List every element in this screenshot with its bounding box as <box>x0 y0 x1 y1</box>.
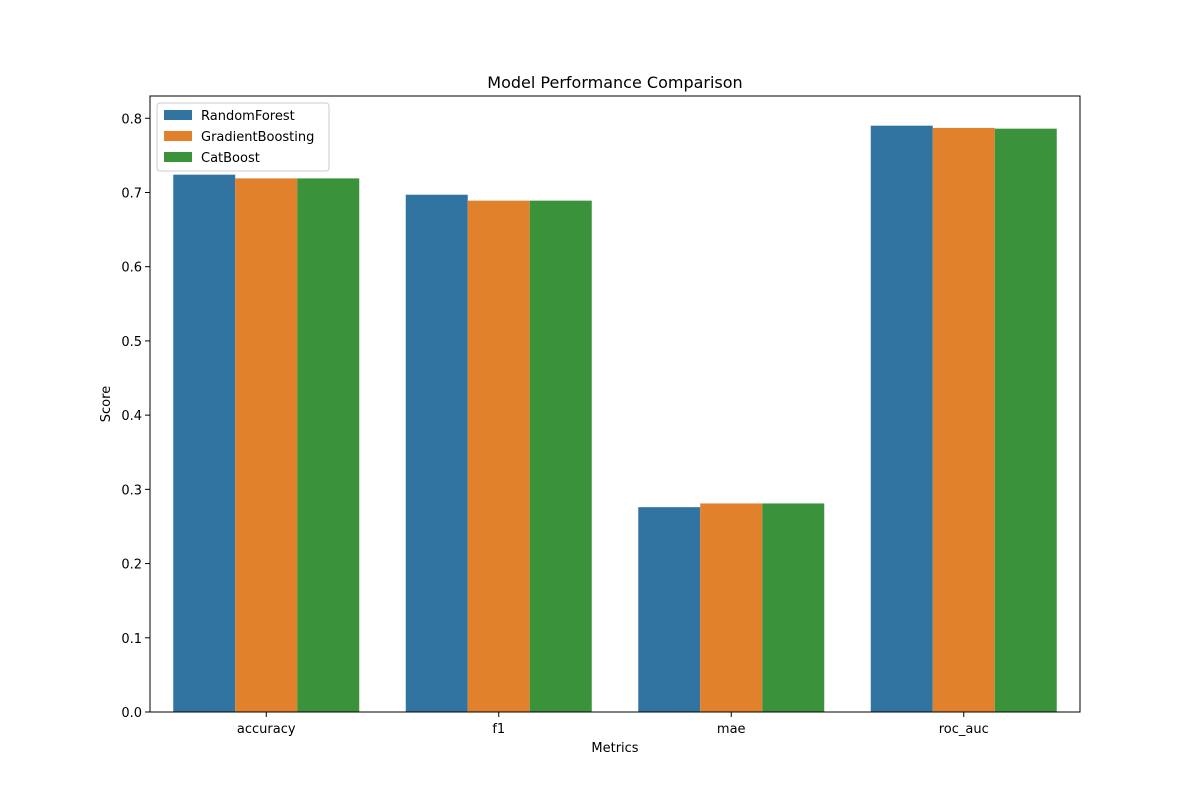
legend-swatch-GradientBoosting <box>164 131 192 141</box>
bar-mae-CatBoost <box>762 503 825 712</box>
bar-roc_auc-RandomForest <box>870 125 933 712</box>
plot-frame <box>149 95 1081 713</box>
bar-f1-CatBoost <box>529 200 592 712</box>
y-tick-label: 0.8 <box>121 112 142 127</box>
y-tick-label: 0.3 <box>121 483 142 498</box>
y-tick-label: 0.5 <box>121 335 142 350</box>
x-axis: accuracy f1 mae roc_auc <box>237 712 989 737</box>
bar-accuracy-GradientBoosting <box>235 178 298 712</box>
legend: RandomForest GradientBoosting CatBoost <box>156 102 330 172</box>
bar-roc_auc-GradientBoosting <box>932 127 995 712</box>
x-axis-label: Metrics <box>591 741 638 756</box>
y-tick-label: 0.7 <box>121 186 142 201</box>
legend-swatch-RandomForest <box>164 110 192 120</box>
legend-swatch-CatBoost <box>164 152 192 162</box>
x-tick-label: mae <box>717 722 746 737</box>
bars-group <box>173 125 1057 713</box>
y-axis: 0.0 0.1 0.2 0.3 0.4 0.5 0.6 0.7 0.8 <box>121 112 150 721</box>
legend-box <box>156 102 330 172</box>
x-tick-label: f1 <box>492 722 505 737</box>
y-tick-label: 0.1 <box>121 632 142 647</box>
y-tick-label: 0.0 <box>121 706 142 721</box>
bar-f1-GradientBoosting <box>467 200 530 712</box>
y-tick-label: 0.6 <box>121 261 142 276</box>
legend-label-CatBoost: CatBoost <box>201 151 260 166</box>
y-tick-label: 0.2 <box>121 558 142 573</box>
bar-mae-RandomForest <box>638 507 701 712</box>
legend-label-GradientBoosting: GradientBoosting <box>201 130 314 145</box>
legend-label-RandomForest: RandomForest <box>201 109 295 124</box>
y-tick-label: 0.4 <box>121 409 142 424</box>
bar-accuracy-RandomForest <box>173 174 236 713</box>
bar-roc_auc-CatBoost <box>994 128 1057 713</box>
bar-mae-GradientBoosting <box>700 503 763 712</box>
chart-title: Model Performance Comparison <box>487 73 742 92</box>
x-tick-label: roc_auc <box>939 722 989 737</box>
y-axis-label: Score <box>99 386 114 422</box>
bar-f1-RandomForest <box>405 194 468 712</box>
bar-accuracy-CatBoost <box>297 178 360 712</box>
x-tick-label: accuracy <box>237 722 296 737</box>
